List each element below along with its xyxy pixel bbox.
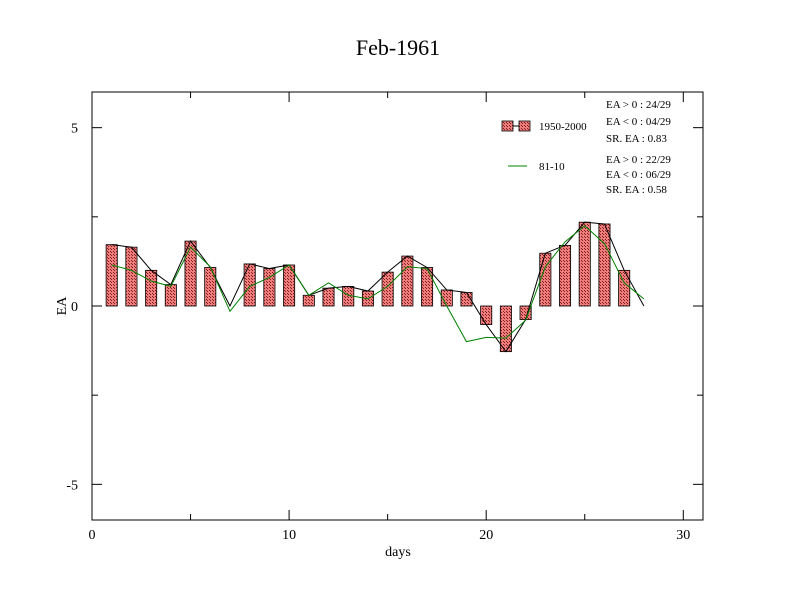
bar <box>145 269 158 307</box>
series-line-81-10 <box>111 225 645 343</box>
y-axis-label: EA <box>55 296 70 316</box>
bar <box>302 294 315 307</box>
x-tick-label: 0 <box>89 528 96 543</box>
stat-line: EA < 0 : 04/29 <box>606 116 671 128</box>
line-series <box>111 221 645 353</box>
x-axis: 0 10 20 30 <box>89 92 690 543</box>
chart-title: Feb-1961 <box>356 35 440 60</box>
legend-item-81-10: 81-10 <box>508 161 565 173</box>
bar <box>164 284 177 307</box>
stat-line: EA < 0 : 06/29 <box>606 169 671 181</box>
x-axis-label: days <box>385 545 411 560</box>
x-tick-label: 30 <box>676 528 690 543</box>
stat-line: EA > 0 : 22/29 <box>606 154 671 166</box>
legend-bar-swatch-left <box>501 120 514 132</box>
bar <box>559 244 572 307</box>
stat-line: EA > 0 : 24/29 <box>606 99 671 111</box>
bar <box>105 244 118 307</box>
stats-block-81-10: EA > 0 : 22/29 EA < 0 : 06/29 SR. EA : 0… <box>606 154 671 196</box>
legend-bar-swatch-right <box>518 120 531 132</box>
x-tick-label: 20 <box>479 528 493 543</box>
y-tick-label: 0 <box>71 300 78 315</box>
y-axis: 5 0 -5 <box>66 122 703 493</box>
bar <box>598 223 611 307</box>
stat-line: SR. EA : 0.83 <box>606 133 667 145</box>
stats-block-1950-2000: EA > 0 : 24/29 EA < 0 : 04/29 SR. EA : 0… <box>606 99 671 145</box>
y-tick-label: 5 <box>71 122 78 137</box>
bar <box>480 305 493 325</box>
bar <box>578 221 591 307</box>
stat-line: SR. EA : 0.58 <box>606 184 667 196</box>
bar <box>322 287 335 307</box>
bar <box>421 267 434 307</box>
bar <box>263 268 276 307</box>
x-tick-label: 10 <box>282 528 296 543</box>
bar <box>204 267 217 307</box>
legend: 1950-2000 81-10 <box>501 120 587 173</box>
bar <box>401 255 414 307</box>
bar <box>125 246 138 307</box>
legend-label-81-10: 81-10 <box>539 161 565 173</box>
legend-item-1950-2000: 1950-2000 <box>501 120 587 133</box>
series-line-1950-2000 <box>111 221 645 353</box>
bar-series-1950-2000 <box>105 221 631 353</box>
legend-label-1950-2000: 1950-2000 <box>539 121 587 133</box>
y-tick-label: -5 <box>66 478 78 493</box>
